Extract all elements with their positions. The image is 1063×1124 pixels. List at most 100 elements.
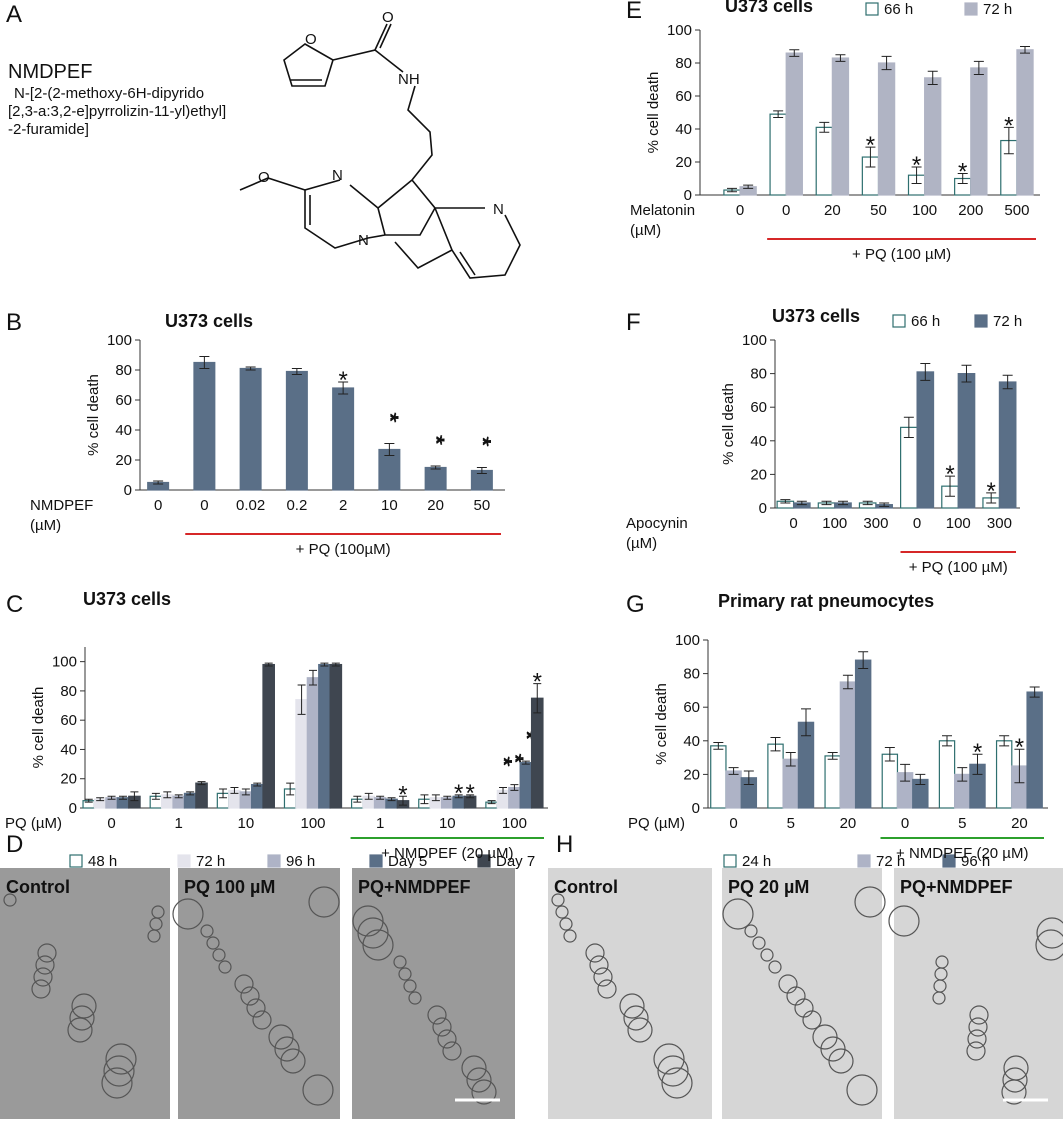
error-bar — [800, 708, 811, 737]
y-tick-label: 40 — [60, 741, 77, 758]
error-bar — [986, 492, 997, 504]
x-tick-label: 0 — [154, 497, 162, 514]
chart-title: Primary rat pneumocytes — [718, 591, 934, 611]
error-bar-line — [174, 794, 183, 799]
cell — [854, 886, 886, 918]
error-bar — [842, 674, 853, 690]
cell — [1002, 1067, 1028, 1093]
x-tick-label: 300 — [863, 515, 888, 532]
error-bar — [927, 70, 938, 85]
error-bar-line — [130, 791, 139, 802]
y-tick-label: 40 — [683, 733, 700, 750]
error-bar — [911, 166, 922, 184]
error-bar-line — [770, 736, 781, 752]
error-bar-line — [420, 794, 429, 805]
legend-label: 96 h — [286, 853, 315, 870]
cell — [103, 1055, 135, 1087]
x-axis-label: Apocynin — [626, 515, 688, 532]
error-bar-line — [264, 662, 273, 667]
atom-label: O — [258, 169, 270, 186]
error-bar-line — [972, 753, 983, 775]
cell — [212, 948, 226, 962]
error-bar — [84, 798, 93, 803]
y-tick-label: 100 — [52, 654, 77, 671]
x-tick-label: 100 — [502, 815, 527, 832]
cell — [968, 1017, 988, 1037]
bar — [831, 57, 850, 196]
bar — [881, 753, 899, 809]
x-tick-label: 0 — [729, 815, 737, 832]
error-bar-line — [521, 760, 530, 765]
error-bar — [796, 500, 807, 506]
x-tick-label: 0 — [200, 497, 208, 514]
significance-star: ** — [422, 435, 449, 445]
cell — [437, 1029, 457, 1049]
error-bar-line — [827, 752, 838, 760]
error-bar — [837, 500, 848, 506]
error-bar-line — [789, 49, 800, 57]
error-bar — [957, 767, 968, 782]
x-tick-label: 300 — [987, 515, 1012, 532]
error-bar — [915, 773, 926, 785]
cell — [393, 955, 407, 969]
cell — [623, 1005, 649, 1031]
error-bar-line — [297, 684, 306, 715]
bar — [332, 387, 355, 491]
y-tick-label: 20 — [675, 154, 692, 171]
panel-letter: F — [626, 309, 641, 336]
panel-letter: B — [6, 309, 22, 336]
compound-description: [2,3-a:3,2-e]pyrrolizin-11-yl)ethyl] — [8, 103, 226, 120]
legend-swatch — [69, 854, 83, 868]
error-bar — [726, 187, 737, 193]
x-tick-label: 20 — [840, 815, 857, 832]
error-bar-line — [510, 784, 519, 791]
legend-label: Day 5 — [388, 853, 427, 870]
error-bar — [476, 467, 487, 474]
cell — [589, 955, 609, 975]
error-bar-line — [835, 54, 846, 62]
legend-label: 66 h — [911, 313, 940, 330]
x-tick-label: 100 — [822, 515, 847, 532]
atom-label: N — [493, 201, 504, 218]
error-bar — [153, 480, 164, 485]
cell — [362, 929, 394, 961]
y-tick-label: 80 — [675, 55, 692, 72]
y-tick-label: 0 — [69, 800, 77, 817]
y-tick-label: 0 — [124, 482, 132, 499]
bar — [877, 62, 896, 196]
image-label: PQ+NMDPEF — [358, 877, 471, 897]
cell — [69, 1005, 95, 1031]
error-bar — [174, 794, 183, 799]
error-bar — [487, 800, 496, 805]
cell — [888, 905, 920, 937]
error-bar-line — [1002, 374, 1013, 390]
error-bar-line — [957, 767, 968, 782]
error-bar — [320, 662, 329, 667]
cell — [593, 967, 613, 987]
cell — [752, 936, 766, 950]
error-bar-line — [1014, 748, 1025, 784]
panel-letter: A — [6, 1, 22, 28]
significance-star: ** — [376, 412, 403, 422]
compound-description: -2-furamide] — [8, 121, 89, 138]
error-bar-line — [858, 651, 869, 670]
panel-letter: H — [556, 831, 573, 858]
error-bar — [1003, 126, 1014, 155]
bar — [970, 67, 988, 196]
chemical-structure: O O NH N N N O — [239, 9, 521, 279]
error-bar-line — [230, 787, 239, 794]
legend-label: 24 h — [742, 853, 771, 870]
error-bar-line — [879, 502, 890, 507]
significance-star: * — [973, 739, 982, 766]
cell — [661, 1067, 693, 1099]
cell — [471, 1079, 497, 1105]
error-bar-line — [309, 669, 317, 686]
error-bar — [900, 763, 911, 782]
error-bar — [454, 794, 463, 799]
bar — [924, 77, 942, 196]
cell — [206, 936, 220, 950]
error-bar-line — [430, 465, 441, 470]
y-tick-label: 60 — [750, 399, 767, 416]
legend-swatch — [369, 854, 383, 868]
